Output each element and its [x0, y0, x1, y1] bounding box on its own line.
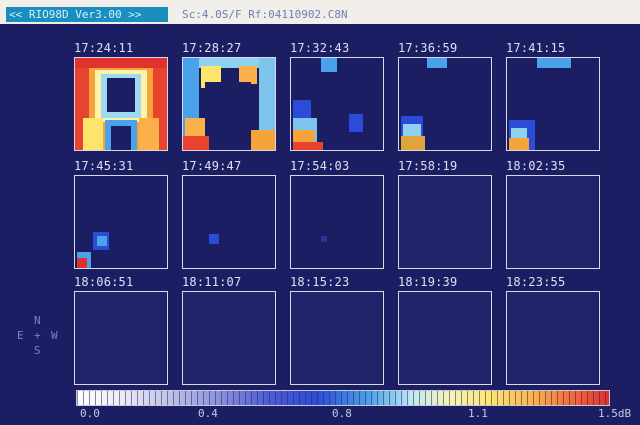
- scale-label-3: 0.8: [332, 407, 352, 420]
- frame-time: 17:58:19: [398, 159, 458, 173]
- frame-heatmap: [290, 175, 384, 269]
- frame-time: 18:11:07: [182, 275, 242, 289]
- frame-time: 18:06:51: [74, 275, 134, 289]
- heatmap-panel: 17:24:11 17:28:27: [0, 24, 640, 425]
- scan-info: Sc:4.0S/F Rf:04110902.C8N: [182, 8, 348, 21]
- frame-time: 17:49:47: [182, 159, 242, 173]
- frame-time: 17:28:27: [182, 41, 242, 55]
- color-scale-bar: [76, 390, 610, 406]
- scale-ticks: [77, 391, 609, 405]
- frame-heatmap: [290, 291, 384, 385]
- frame-heatmap: [74, 291, 168, 385]
- frame-time: 17:54:03: [290, 159, 350, 173]
- frame-heatmap: [182, 57, 276, 151]
- frame-heatmap: [182, 291, 276, 385]
- frame-time: 17:24:11: [74, 41, 134, 55]
- scale-label-2: 0.4: [198, 407, 218, 420]
- compass-south: S: [34, 344, 41, 357]
- frame-time: 17:45:31: [74, 159, 134, 173]
- frame-heatmap: [182, 175, 276, 269]
- frame-heatmap: [290, 57, 384, 151]
- frame-heatmap: [398, 57, 492, 151]
- frame-heatmap: [506, 291, 600, 385]
- compass-east: E: [17, 329, 24, 342]
- frame-heatmap: [74, 175, 168, 269]
- frame-heatmap: [506, 175, 600, 269]
- compass-north: N: [34, 314, 41, 327]
- compass-center: +: [34, 329, 41, 342]
- scale-label-min: 0.0: [80, 407, 100, 420]
- compass-rose: N E + W S: [14, 314, 64, 364]
- frame-heatmap: [74, 57, 168, 151]
- frame-time: 18:19:39: [398, 275, 458, 289]
- frame-time: 17:41:15: [506, 41, 566, 55]
- frame-time: 18:23:55: [506, 275, 566, 289]
- frame-heatmap: [506, 57, 600, 151]
- frame-heatmap: [398, 175, 492, 269]
- top-bar: << RIO98D Ver3.00 >> Sc:4.0S/F Rf:041109…: [0, 0, 640, 24]
- frame-time: 18:02:35: [506, 159, 566, 173]
- compass-west: W: [51, 329, 58, 342]
- frame-time: 18:15:23: [290, 275, 350, 289]
- program-title: << RIO98D Ver3.00 >>: [6, 7, 168, 22]
- frame-time: 17:36:59: [398, 41, 458, 55]
- scale-label-4: 1.1: [468, 407, 488, 420]
- frame-heatmap: [398, 291, 492, 385]
- scale-label-max: 1.5dB: [598, 407, 632, 420]
- frame-time: 17:32:43: [290, 41, 350, 55]
